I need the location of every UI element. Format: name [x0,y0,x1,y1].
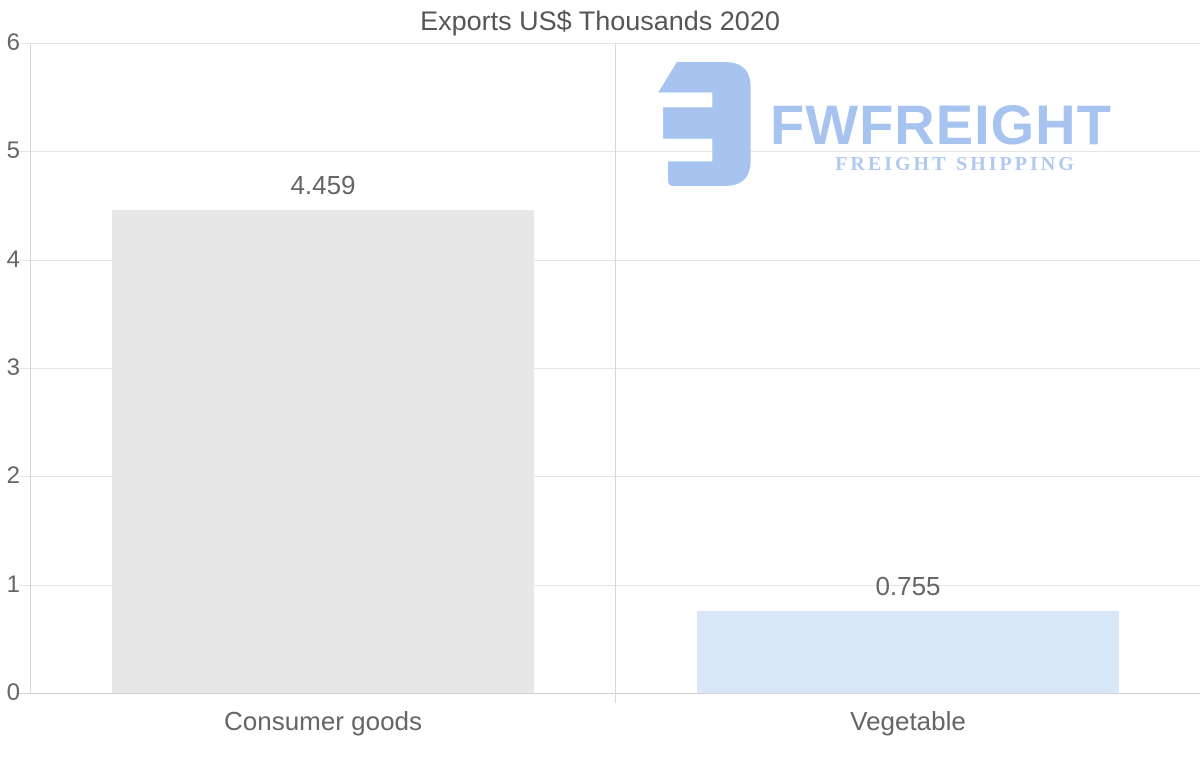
y-axis-tick-label: 4 [6,245,20,273]
y-gridline [19,151,1200,153]
bar-value-label: 4.459 [290,170,356,200]
logo-tagline: FREIGHT SHIPPING [835,153,1077,175]
y-axis-tick-label: 0 [6,679,20,706]
logo-glyph-icon [658,62,751,186]
y-gridline [19,259,1200,261]
y-gridline [19,693,1200,694]
y-axis-tick-label: 2 [6,462,20,490]
y-axis-line [30,43,31,693]
y-gridline [19,368,1200,369]
y-gridline [19,584,1200,586]
y-gridline [19,43,1200,44]
category-label: Vegetable [850,706,966,736]
y-axis-tick-label: 3 [6,354,20,381]
y-axis-tick-label: 5 [6,137,20,165]
category-label: Consumer goods [224,706,422,736]
bar-value-label: 0.755 [875,571,941,601]
y-axis-tick-label: 1 [6,570,20,598]
y-axis-tick-label: 6 [6,29,20,56]
chart-title: Exports US$ Thousands 2020 [420,6,780,36]
bar-vegetable[interactable] [697,611,1119,693]
y-gridline [19,476,1200,478]
category-divider-line [615,43,616,703]
logo-brand-text: FWFREIGHT [770,93,1112,156]
bar-consumer-goods[interactable] [112,210,534,693]
